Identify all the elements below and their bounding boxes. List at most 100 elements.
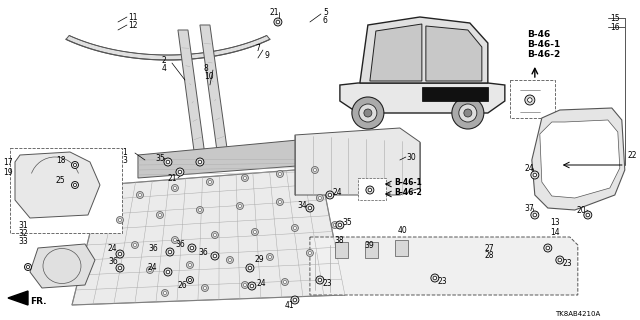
Circle shape — [366, 186, 374, 194]
Circle shape — [338, 223, 342, 227]
Circle shape — [268, 255, 271, 259]
Circle shape — [166, 248, 174, 256]
Circle shape — [291, 296, 299, 304]
Text: 24: 24 — [108, 244, 118, 252]
Circle shape — [243, 177, 246, 180]
Text: 6: 6 — [323, 15, 328, 25]
Circle shape — [164, 158, 172, 166]
Circle shape — [228, 259, 232, 261]
Circle shape — [74, 183, 77, 187]
Circle shape — [248, 266, 252, 270]
Text: 8: 8 — [204, 63, 209, 73]
Circle shape — [118, 219, 122, 221]
Circle shape — [198, 209, 202, 212]
Circle shape — [188, 263, 191, 267]
Text: 3: 3 — [122, 156, 127, 164]
Text: 20: 20 — [577, 205, 586, 214]
Text: 24: 24 — [525, 164, 534, 172]
Circle shape — [116, 217, 124, 223]
Polygon shape — [365, 242, 378, 258]
Circle shape — [211, 252, 219, 260]
Circle shape — [368, 188, 372, 192]
Circle shape — [188, 244, 196, 252]
Text: 15: 15 — [610, 13, 620, 22]
Polygon shape — [8, 291, 28, 305]
Circle shape — [431, 274, 439, 282]
Circle shape — [328, 193, 332, 197]
Circle shape — [433, 276, 436, 280]
Text: 31: 31 — [18, 220, 28, 229]
Text: B-46-1: B-46-1 — [394, 178, 422, 187]
Circle shape — [74, 164, 77, 167]
Bar — [358, 178, 386, 200]
Text: 24: 24 — [148, 263, 157, 273]
Circle shape — [186, 261, 193, 268]
Text: 41: 41 — [285, 300, 294, 309]
Text: 1: 1 — [122, 148, 127, 156]
Circle shape — [159, 213, 161, 217]
Text: 23: 23 — [323, 279, 333, 289]
Text: 36: 36 — [148, 244, 157, 252]
Text: 34: 34 — [297, 201, 307, 210]
Circle shape — [250, 284, 253, 288]
Circle shape — [161, 290, 168, 297]
Text: 11: 11 — [128, 12, 138, 21]
Polygon shape — [360, 17, 488, 83]
Text: B-46-2: B-46-2 — [394, 188, 422, 196]
Circle shape — [204, 286, 207, 290]
Text: 9: 9 — [265, 51, 270, 60]
Text: 33: 33 — [18, 236, 28, 245]
Circle shape — [24, 263, 31, 270]
Circle shape — [213, 234, 216, 236]
Circle shape — [72, 162, 79, 169]
Circle shape — [241, 174, 248, 181]
Circle shape — [316, 276, 324, 284]
Circle shape — [291, 225, 298, 231]
Circle shape — [333, 223, 337, 227]
Text: 38: 38 — [335, 236, 344, 244]
Text: 23: 23 — [563, 260, 572, 268]
Polygon shape — [540, 120, 620, 198]
Circle shape — [138, 194, 141, 196]
Text: 29: 29 — [255, 255, 264, 265]
Text: 25: 25 — [56, 175, 66, 185]
Circle shape — [533, 173, 536, 177]
Circle shape — [544, 244, 552, 252]
Circle shape — [312, 166, 319, 173]
Circle shape — [306, 204, 314, 212]
Text: 18: 18 — [56, 156, 65, 164]
Text: 23: 23 — [438, 277, 447, 286]
Text: FR.: FR. — [30, 297, 47, 306]
Text: 17: 17 — [3, 157, 13, 166]
Text: 22: 22 — [628, 150, 637, 159]
Circle shape — [196, 158, 204, 166]
Circle shape — [131, 242, 138, 249]
Bar — [10, 148, 122, 233]
Circle shape — [308, 206, 312, 210]
Polygon shape — [335, 242, 348, 258]
Text: 21: 21 — [168, 173, 177, 182]
Circle shape — [116, 250, 124, 258]
Polygon shape — [138, 140, 310, 178]
Circle shape — [241, 282, 248, 289]
Circle shape — [282, 278, 289, 285]
Polygon shape — [395, 240, 408, 256]
Text: 5: 5 — [323, 7, 328, 17]
Circle shape — [196, 206, 204, 213]
Text: 30: 30 — [407, 153, 417, 162]
Circle shape — [293, 298, 297, 302]
Text: 2: 2 — [162, 55, 166, 65]
Circle shape — [459, 104, 477, 122]
Circle shape — [134, 244, 136, 246]
Text: 35: 35 — [343, 218, 353, 227]
Bar — [510, 80, 555, 118]
Text: 32: 32 — [18, 228, 28, 237]
Circle shape — [166, 270, 170, 274]
Text: B-46-2: B-46-2 — [527, 50, 560, 59]
Text: 4: 4 — [162, 63, 167, 73]
Text: 26: 26 — [178, 281, 188, 290]
Text: 37: 37 — [525, 204, 534, 212]
Polygon shape — [66, 36, 270, 60]
Circle shape — [173, 187, 177, 189]
Circle shape — [188, 278, 191, 282]
